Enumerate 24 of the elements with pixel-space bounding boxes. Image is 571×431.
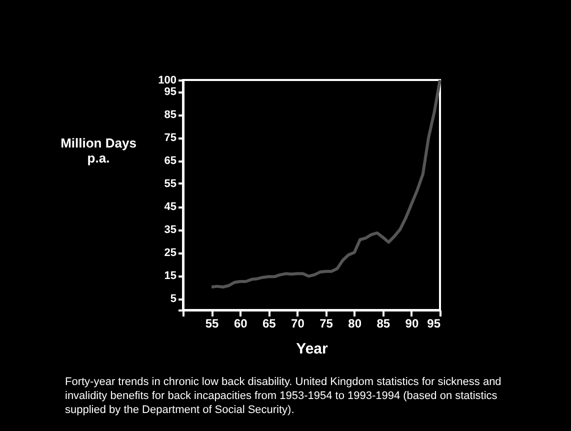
x-tick-label: 80 <box>348 316 362 330</box>
x-tick-label: 75 <box>320 316 334 330</box>
y-tick-label: 45 <box>164 201 176 213</box>
x-tick-label: 90 <box>405 316 419 330</box>
y-tick-label: 55 <box>164 178 176 190</box>
y-tick-label: 85 <box>164 109 176 121</box>
x-tick-label: 85 <box>376 316 390 330</box>
x-axis-title: Year <box>296 340 328 358</box>
y-tick-label: 35 <box>164 224 176 236</box>
y-tick-label: 5 <box>170 293 176 305</box>
y-tick-label: 95 <box>164 86 176 98</box>
x-tick-label: 95 <box>427 316 441 330</box>
x-tick-label: 60 <box>234 316 248 330</box>
y-tick-label: 25 <box>164 247 176 259</box>
y-tick-label: 15 <box>164 270 176 282</box>
text: Forty-year trends in chronic low back disability. United Kingdom statistics for sickness and invalidity benefits for back incapacities from 1953-1954 to 1993-1994 (based on statistics supplied by the Department of Social Security). <box>65 376 502 416</box>
line-series <box>210 78 442 288</box>
x-tick-label: 70 <box>291 316 305 330</box>
y-tick-label: 100 <box>158 74 176 86</box>
y-tick-label: 75 <box>164 132 176 144</box>
x-tick-label: 55 <box>205 316 220 330</box>
x-tick-label: 65 <box>262 316 276 330</box>
y-axis-title: Million Days p.a. <box>60 136 136 166</box>
y-tick-label: 65 <box>164 155 176 167</box>
